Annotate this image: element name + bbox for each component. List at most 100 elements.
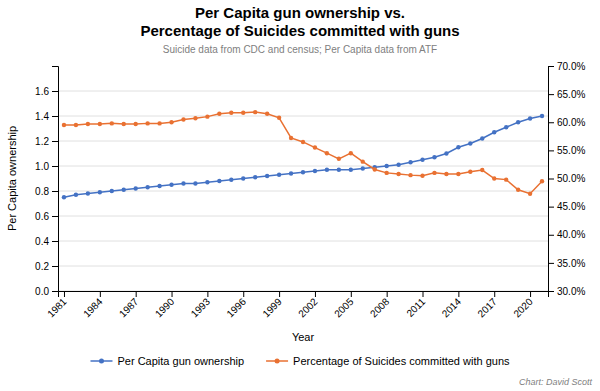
point xyxy=(540,179,544,183)
legend: Per Capita gun ownership Percentage of Su… xyxy=(90,355,510,367)
point xyxy=(253,175,257,179)
y-tick: 0.0 xyxy=(35,286,58,297)
x-tick-label: 2005 xyxy=(332,296,356,320)
point xyxy=(361,159,365,163)
y2-tick-label: 30.0% xyxy=(557,286,585,297)
point xyxy=(408,160,412,164)
point xyxy=(181,181,185,185)
point xyxy=(193,116,197,120)
grid-line xyxy=(58,91,548,92)
y2-tick-label: 35.0% xyxy=(557,258,585,269)
x-tick-mark xyxy=(387,291,388,297)
x-tick-mark xyxy=(530,291,531,297)
x-tick: 1996 xyxy=(224,291,248,319)
y2-tick-label: 40.0% xyxy=(557,229,585,240)
y2-tick: 50.0% xyxy=(548,173,585,184)
y-tick-mark xyxy=(52,141,58,142)
y2-tick: 35.0% xyxy=(548,258,585,269)
y-axis-title: Per Capita ownership xyxy=(6,126,18,231)
y2-tick-mark xyxy=(548,94,554,95)
grid-line xyxy=(58,216,548,217)
y2-tick-label: 45.0% xyxy=(557,201,585,212)
point xyxy=(157,121,161,125)
y-tick-mark xyxy=(52,241,58,242)
x-tick: 2002 xyxy=(296,291,320,319)
point xyxy=(504,177,508,181)
point xyxy=(337,168,341,172)
x-tick: 1999 xyxy=(260,291,284,319)
y-tick-label: 1.6 xyxy=(35,86,49,97)
subtitle: Suicide data from CDC and census; Per Ca… xyxy=(163,44,437,55)
x-tick-label: 1990 xyxy=(153,296,177,320)
point xyxy=(516,188,520,192)
y-tick: 0.8 xyxy=(35,186,58,197)
y-tick-label: 1.0 xyxy=(35,161,49,172)
y2-tick-mark xyxy=(548,235,554,236)
point xyxy=(301,140,305,144)
y-axis-line xyxy=(52,67,59,292)
x-tick: 2014 xyxy=(440,291,464,319)
y-tick: 1.0 xyxy=(35,161,58,172)
x-tick: 2011 xyxy=(404,291,427,319)
point xyxy=(145,121,149,125)
y-tick-mark xyxy=(52,91,58,92)
point xyxy=(516,120,520,124)
chart: Per Capita gun ownership vs.Percentage o… xyxy=(0,0,600,391)
legend-label: Per Capita gun ownership xyxy=(117,355,244,367)
x-tick-label: 1981 xyxy=(45,296,69,320)
series-line xyxy=(64,116,542,197)
x-tick-label: 1987 xyxy=(117,296,141,320)
point xyxy=(122,122,126,126)
legend-item: Percentage of Suicides committed with gu… xyxy=(266,355,510,367)
x-tick: 1990 xyxy=(153,291,177,319)
y-tick: 1.2 xyxy=(35,136,58,147)
point xyxy=(289,136,293,140)
x-tick: 2005 xyxy=(332,291,356,319)
point xyxy=(86,191,90,195)
point xyxy=(313,145,317,149)
y-tick-mark xyxy=(52,166,58,167)
point xyxy=(384,164,388,168)
grid-line xyxy=(58,166,548,167)
x-tick-label: 1996 xyxy=(224,296,248,320)
y2-axis-line xyxy=(549,67,555,292)
y-tick-label: 0.8 xyxy=(35,186,49,197)
point xyxy=(133,122,137,126)
x-tick-label: 1993 xyxy=(189,296,213,320)
point xyxy=(301,170,305,174)
point xyxy=(337,157,341,161)
x-tick-label: 1999 xyxy=(260,296,284,320)
point xyxy=(217,112,221,116)
point xyxy=(62,123,66,127)
x-tick-label: 2017 xyxy=(475,296,499,320)
y-tick-mark xyxy=(52,291,58,292)
point xyxy=(74,193,78,197)
series-line xyxy=(64,112,542,194)
point xyxy=(528,116,532,120)
y2-tick-label: 50.0% xyxy=(557,173,585,184)
point xyxy=(74,123,78,127)
y2-tick-mark xyxy=(548,122,554,123)
x-tick-label: 2008 xyxy=(368,296,392,320)
point xyxy=(157,184,161,188)
point xyxy=(396,163,400,167)
y2-tick-mark xyxy=(548,179,554,180)
legend-marker xyxy=(99,359,104,364)
x-axis: 1981198419871990199319961999200220052008… xyxy=(45,291,548,319)
y-tick-mark xyxy=(52,216,58,217)
point xyxy=(169,183,173,187)
y-tick-mark xyxy=(52,116,58,117)
point xyxy=(313,169,317,173)
point xyxy=(181,117,185,121)
point xyxy=(396,172,400,176)
point xyxy=(98,190,102,194)
x-tick-mark xyxy=(207,291,208,297)
y-tick-label: 0.2 xyxy=(35,261,49,272)
x-tick-label: 2020 xyxy=(511,296,535,320)
point xyxy=(193,181,197,185)
x-tick-mark xyxy=(172,291,173,297)
y-tick-label: 0.6 xyxy=(35,211,49,222)
x-tick: 1987 xyxy=(117,291,141,319)
x-tick-label: 2014 xyxy=(440,296,464,320)
point xyxy=(492,130,496,134)
